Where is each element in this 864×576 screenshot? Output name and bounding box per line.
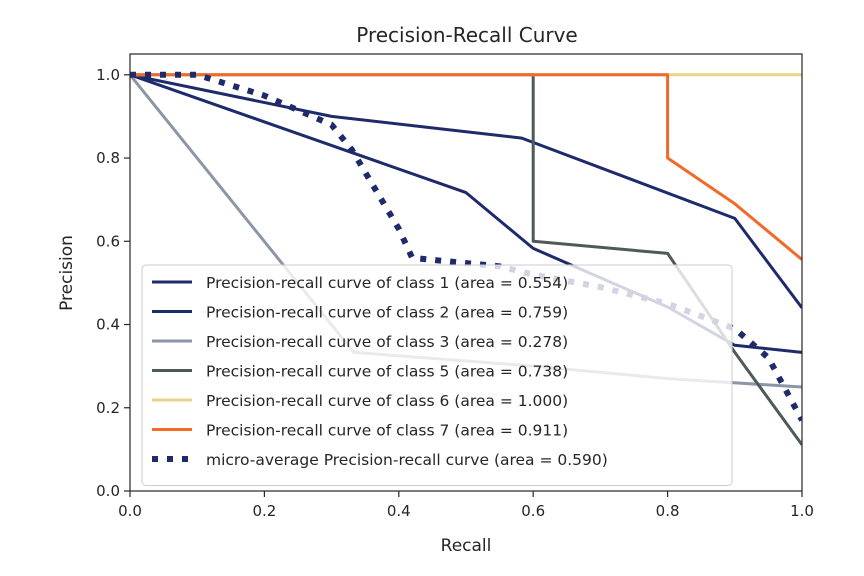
x-axis-label: Recall	[441, 536, 492, 556]
legend-label: Precision-recall curve of class 3 (area …	[206, 333, 568, 351]
y-tick-label: 1.0	[96, 66, 120, 84]
y-tick-label: 0.0	[96, 482, 120, 500]
y-axis-ticks: 0.0 0.2 0.4 0.6 0.8 1.0	[96, 66, 130, 500]
legend-label: Precision-recall curve of class 2 (area …	[206, 304, 568, 322]
legend-label: micro-average Precision-recall curve (ar…	[206, 451, 608, 469]
x-tick-label: 0.8	[656, 502, 680, 520]
series-line-7	[130, 71, 802, 422]
legend-label: Precision-recall curve of class 5 (area …	[206, 363, 568, 381]
y-axis-label: Precision	[57, 235, 77, 311]
y-tick-label: 0.2	[96, 399, 120, 417]
y-tick-label: 0.8	[96, 149, 120, 167]
x-tick-label: 1.0	[790, 502, 814, 520]
chart-title: Precision-Recall Curve	[356, 23, 577, 47]
x-tick-label: 0.4	[387, 502, 411, 520]
legend-label: Precision-recall curve of class 6 (area …	[206, 392, 568, 410]
x-tick-label: 0.6	[521, 502, 545, 520]
x-tick-label: 0.0	[118, 502, 142, 520]
legend-label: Precision-recall curve of class 7 (area …	[206, 422, 568, 440]
legend-label: Precision-recall curve of class 1 (area …	[206, 274, 568, 292]
x-tick-label: 0.2	[252, 502, 276, 520]
legend-box	[141, 264, 733, 486]
y-tick-label: 0.6	[96, 232, 120, 250]
legend: Precision-recall curve of class 1 (area …	[141, 264, 733, 486]
series-line-2	[130, 73, 802, 309]
y-tick-label: 0.4	[96, 316, 120, 334]
x-axis-ticks: 0.0 0.2 0.4 0.6 0.8 1.0	[118, 491, 814, 520]
series-line-6	[130, 73, 802, 261]
plot-frame	[129, 53, 803, 492]
